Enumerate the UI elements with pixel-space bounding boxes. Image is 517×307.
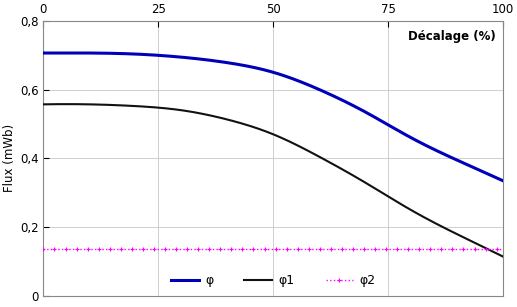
φ2	[417, 247, 423, 251]
φ1	[260, 128, 266, 132]
Y-axis label: Flux (mWb): Flux (mWb)	[3, 124, 16, 192]
Text: Décalage (%): Décalage (%)	[408, 30, 496, 43]
φ	[500, 179, 506, 183]
φ1	[500, 255, 506, 258]
φ1	[418, 214, 424, 217]
φ1	[64, 102, 70, 106]
φ	[315, 87, 321, 91]
φ	[260, 68, 266, 71]
φ	[490, 174, 496, 178]
φ2	[40, 247, 47, 251]
φ1	[315, 154, 321, 158]
φ	[262, 68, 268, 72]
Legend: φ, φ1, φ2: φ, φ1, φ2	[171, 274, 375, 287]
φ	[290, 77, 296, 81]
φ1	[40, 103, 47, 106]
φ1	[262, 130, 268, 133]
Line: φ: φ	[43, 53, 503, 181]
φ1	[490, 250, 496, 254]
Line: φ2: φ2	[41, 247, 506, 251]
φ2	[500, 247, 506, 251]
φ	[40, 51, 47, 55]
φ2	[262, 247, 268, 251]
φ2	[489, 247, 495, 251]
φ	[68, 51, 74, 55]
Line: φ1: φ1	[43, 104, 503, 257]
φ1	[290, 142, 296, 145]
φ2	[314, 247, 320, 251]
φ2	[258, 247, 265, 251]
φ	[418, 141, 424, 145]
φ2	[289, 247, 295, 251]
